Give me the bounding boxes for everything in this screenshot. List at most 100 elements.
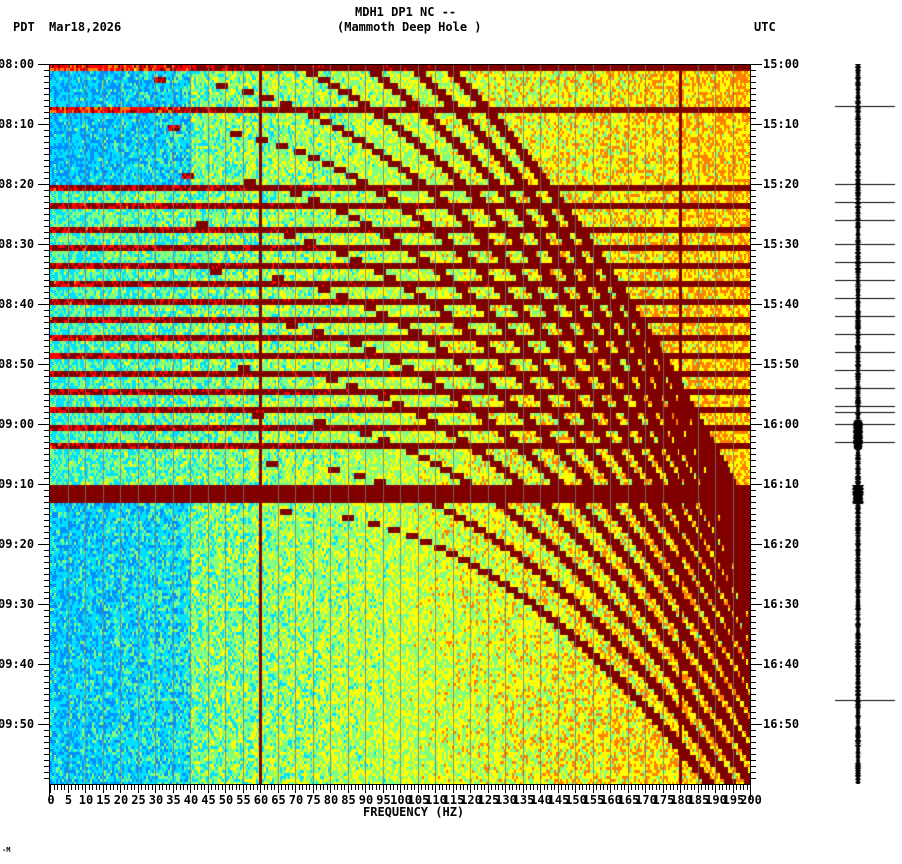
right-tick <box>750 82 756 83</box>
x-tick <box>183 784 184 790</box>
right-tick <box>750 292 756 293</box>
left-tick <box>44 778 50 779</box>
left-tick <box>44 442 50 443</box>
x-tick <box>285 784 286 790</box>
x-tick <box>288 784 289 790</box>
left-tick <box>44 376 50 377</box>
right-tick <box>750 346 756 347</box>
left-tick <box>44 448 50 449</box>
left-time-label: 08:40 <box>0 297 35 311</box>
x-tick <box>257 784 258 790</box>
x-tick-label: 120 <box>460 793 482 807</box>
right-tick <box>750 694 756 695</box>
left-tick <box>44 496 50 497</box>
x-tick <box>180 784 181 790</box>
x-tick <box>96 784 97 790</box>
left-tick <box>44 148 50 149</box>
x-tick <box>243 784 244 793</box>
right-tick <box>750 190 756 191</box>
x-tick <box>159 784 160 790</box>
right-tick <box>750 688 756 689</box>
left-tick <box>44 478 50 479</box>
right-tick <box>750 112 756 113</box>
x-tick <box>369 784 370 790</box>
right-tick <box>750 490 756 491</box>
x-tick <box>138 784 139 793</box>
x-tick <box>614 784 615 790</box>
right-axis-line <box>750 64 751 800</box>
left-tick <box>44 286 50 287</box>
left-tick <box>44 772 50 773</box>
x-tick <box>113 784 114 790</box>
x-tick <box>572 784 573 790</box>
x-tick-label: 60 <box>253 793 269 807</box>
right-tick <box>750 322 756 323</box>
left-time-label: 09:50 <box>0 717 35 731</box>
left-tick <box>44 730 50 731</box>
x-tick <box>512 784 513 790</box>
x-tick <box>701 784 702 790</box>
right-tick <box>750 76 756 77</box>
x-tick <box>68 784 69 793</box>
right-tick <box>750 124 762 125</box>
x-tick <box>358 784 359 790</box>
right-tick <box>750 430 756 431</box>
x-tick <box>390 784 391 790</box>
right-tick <box>750 628 756 629</box>
x-tick <box>316 784 317 790</box>
x-tick <box>645 784 646 793</box>
right-tick <box>750 448 756 449</box>
x-tick-label: 185 <box>687 793 710 807</box>
left-tick <box>44 706 50 707</box>
x-tick <box>152 784 153 790</box>
x-tick <box>649 784 650 790</box>
x-tick-label: 165 <box>617 793 640 807</box>
left-tick <box>44 520 50 521</box>
left-tick <box>44 82 50 83</box>
x-tick <box>344 784 345 790</box>
x-tick <box>736 784 737 790</box>
station-title: MDH1 DP1 NC -- <box>355 5 457 19</box>
left-time-label: 08:50 <box>0 357 35 371</box>
left-time-label: 09:40 <box>0 657 35 671</box>
x-tick <box>544 784 545 790</box>
right-tick <box>750 418 756 419</box>
x-tick <box>740 784 741 790</box>
left-tick <box>44 208 50 209</box>
right-tick <box>750 598 756 599</box>
x-tick <box>747 784 748 790</box>
left-tick <box>44 754 50 755</box>
right-tick <box>750 616 756 617</box>
left-tick <box>44 436 50 437</box>
x-tick <box>540 784 541 793</box>
right-tick <box>750 394 756 395</box>
x-tick <box>120 784 121 793</box>
left-tick <box>44 592 50 593</box>
right-tick <box>750 358 756 359</box>
left-tick <box>44 370 50 371</box>
left-tick <box>44 106 50 107</box>
left-tick <box>44 310 50 311</box>
x-tick-label: 195 <box>722 793 745 807</box>
x-tick <box>176 784 177 790</box>
x-tick <box>106 784 107 790</box>
x-tick-label: 90 <box>358 793 374 807</box>
x-tick <box>365 784 366 793</box>
left-tick <box>44 760 50 761</box>
left-tick <box>44 136 50 137</box>
x-tick <box>386 784 387 790</box>
right-tick <box>750 508 756 509</box>
x-tick-label: 155 <box>582 793 605 807</box>
right-tick <box>750 94 756 95</box>
x-tick <box>260 784 261 793</box>
x-tick <box>446 784 447 790</box>
right-tick <box>750 106 756 107</box>
right-tick <box>750 526 756 527</box>
left-tick <box>44 88 50 89</box>
x-tick-label: 95 <box>376 793 391 807</box>
right-tick <box>750 226 756 227</box>
left-tick <box>44 682 50 683</box>
x-tick <box>537 784 538 790</box>
x-tick <box>712 784 713 790</box>
spectrogram-plot <box>50 64 750 785</box>
